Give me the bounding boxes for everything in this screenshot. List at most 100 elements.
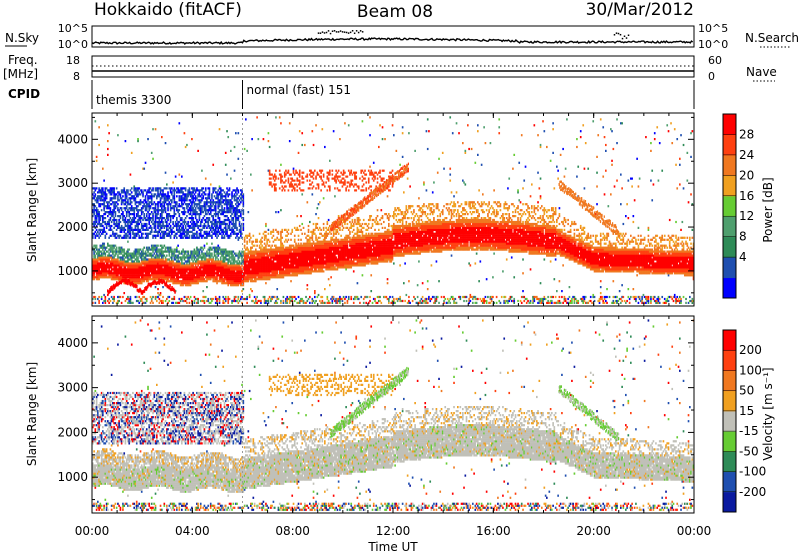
heatmap-cell [105, 213, 107, 215]
heatmap-cell [179, 203, 181, 205]
heatmap-cell [298, 152, 300, 154]
heatmap-cell [295, 256, 297, 258]
heatmap-cell [122, 213, 124, 215]
heatmap-cell [253, 241, 255, 243]
heatmap-cell [288, 233, 290, 235]
heatmap-cell [150, 205, 152, 207]
heatmap-cell [185, 187, 187, 189]
heatmap-cell [151, 229, 153, 231]
heatmap-cell [185, 146, 187, 148]
heatmap-cell [186, 270, 188, 272]
nsearch-point [332, 30, 334, 32]
heatmap-cell [141, 189, 143, 191]
heatmap-cell [241, 296, 243, 298]
heatmap-cell [105, 253, 107, 255]
heatmap-cell [245, 262, 247, 264]
heatmap-cell [286, 231, 288, 233]
heatmap-cell [283, 276, 285, 278]
heatmap-cell [181, 223, 183, 225]
heatmap-cell [102, 215, 104, 217]
heatmap-cell [260, 239, 262, 241]
heatmap-cell [169, 255, 171, 257]
heatmap-cell [164, 255, 166, 257]
heatmap-cell [189, 298, 191, 300]
heatmap-cell [216, 282, 218, 284]
nsky-tick-top: 10^5 [58, 22, 88, 35]
heatmap-cell [142, 201, 144, 203]
nsky-tick-bottom: 10^0 [58, 38, 88, 51]
heatmap-cell [152, 219, 154, 221]
heatmap-cell [151, 211, 153, 213]
heatmap-cell [256, 116, 258, 118]
heatmap-cell [111, 255, 113, 257]
heatmap-cell [184, 213, 186, 215]
heatmap-cell [189, 260, 191, 262]
heatmap-cell [276, 302, 278, 304]
heatmap-cell [127, 260, 129, 262]
heatmap-cell [201, 219, 203, 221]
heatmap-cell [160, 223, 162, 225]
heatmap-cell [210, 247, 212, 249]
heatmap-cell [202, 249, 204, 251]
nsky-line [92, 38, 693, 44]
heatmap-cell [201, 229, 203, 231]
heatmap-cell [148, 209, 150, 211]
heatmap-cell [222, 201, 224, 203]
beam-title: Beam 08 [357, 2, 433, 22]
heatmap-cell [225, 300, 227, 302]
heatmap-cell [170, 209, 172, 211]
heatmap-cell [102, 249, 104, 251]
heatmap-cell [246, 241, 248, 243]
heatmap-cell [162, 191, 164, 193]
heatmap-cell [95, 193, 97, 195]
heatmap-cell [238, 302, 240, 304]
heatmap-cell [137, 138, 139, 140]
heatmap-cell [244, 251, 246, 253]
heatmap-cell [264, 296, 266, 298]
heatmap-cell [244, 245, 246, 247]
heatmap-cell [229, 258, 231, 260]
heatmap-cell [222, 189, 224, 191]
heatmap-cell [171, 229, 173, 231]
heatmap-cell [219, 296, 221, 298]
heatmap-cell [106, 274, 108, 276]
heatmap-cell [288, 239, 290, 241]
heatmap-cell [107, 148, 109, 150]
heatmap-cell [177, 274, 179, 276]
heatmap-cell [175, 258, 177, 260]
heatmap-cell [145, 302, 147, 304]
heatmap-cell [210, 203, 212, 205]
heatmap-cell [291, 229, 293, 231]
heatmap-cell [212, 258, 214, 260]
heatmap-cell [181, 201, 183, 203]
heatmap-cell [187, 205, 189, 207]
heatmap-cell [185, 272, 187, 274]
heatmap-cell [174, 296, 176, 298]
heatmap-cell [215, 258, 217, 260]
heatmap-cell [280, 164, 282, 166]
heatmap-cell [219, 300, 221, 302]
heatmap-cell [202, 211, 204, 213]
heatmap-cell [255, 280, 257, 282]
heatmap-cell [108, 302, 110, 304]
heatmap-cell [138, 191, 140, 193]
heatmap-cell [294, 187, 296, 189]
heatmap-cell [258, 138, 260, 140]
heatmap-cell [256, 239, 258, 241]
heatmap-cell [121, 266, 123, 268]
heatmap-cell [220, 191, 222, 193]
heatmap-cell [239, 199, 241, 201]
heatmap-cell [105, 302, 107, 304]
heatmap-cell [106, 195, 108, 197]
heatmap-cell [276, 272, 278, 274]
heatmap-cell [121, 207, 123, 209]
heatmap-cell [151, 197, 153, 199]
heatmap-cell [156, 197, 158, 199]
heatmap-cell [195, 264, 197, 266]
heatmap-cell [284, 176, 286, 178]
heatmap-cell [103, 262, 105, 264]
heatmap-cell [142, 211, 144, 213]
heatmap-cell [111, 270, 113, 272]
heatmap-cell [141, 282, 143, 284]
heatmap-cell [174, 195, 176, 197]
